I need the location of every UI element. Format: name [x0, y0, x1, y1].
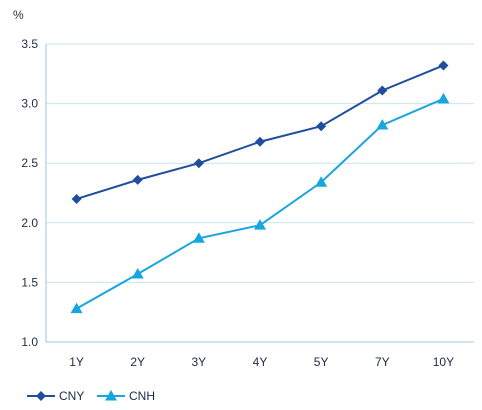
data-point-cny [438, 60, 449, 71]
series-cny [71, 60, 449, 204]
y-axis-ticks: 1.0 1.5 2.0 2.5 3.0 3.5 [21, 37, 38, 349]
y-axis-unit-label: % [13, 8, 24, 22]
x-tick-label: 7Y [375, 355, 390, 369]
x-tick-label: 4Y [253, 355, 268, 369]
data-point-cny [316, 121, 327, 132]
legend-item-cnh: CNH [97, 389, 155, 403]
data-point-cnh [376, 119, 389, 130]
x-axis: 1Y 2Y 3Y 4Y 5Y 7Y 10Y [45, 44, 474, 369]
series-line-cny [76, 64, 444, 200]
x-tick-label: 5Y [314, 355, 329, 369]
series-line-cnh [76, 97, 444, 310]
data-point-cny [255, 136, 265, 147]
data-point-cny [377, 85, 388, 96]
data-point-cnh [254, 219, 266, 230]
data-point-cny [193, 158, 204, 169]
legend-marker-cnh [105, 390, 117, 401]
y-tick-label: 2.0 [21, 216, 38, 230]
y-tick-label: 1.5 [21, 275, 38, 289]
x-tick-label: 3Y [192, 355, 207, 369]
gridlines [46, 43, 474, 343]
series-cnh [70, 92, 450, 314]
y-tick-label: 3.0 [21, 97, 38, 111]
legend: CNY CNH [27, 389, 155, 403]
data-point-cny [132, 174, 143, 185]
legend-label-cny: CNY [59, 389, 84, 403]
legend-item-cny: CNY [27, 389, 84, 403]
legend-marker-cny [36, 391, 46, 401]
x-tick-label: 1Y [69, 355, 84, 369]
legend-label-cnh: CNH [129, 389, 155, 403]
x-tick-label: 10Y [433, 355, 454, 369]
data-point-cny [71, 193, 82, 204]
data-point-cnh [70, 302, 83, 314]
y-tick-label: 3.5 [21, 37, 38, 51]
x-tick-label: 2Y [130, 355, 145, 369]
y-tick-label: 2.5 [21, 156, 38, 170]
data-point-cnh [192, 232, 205, 243]
data-point-cnh [131, 268, 144, 279]
y-tick-label: 1.0 [21, 335, 38, 349]
data-point-cnh [315, 176, 328, 187]
series-group [70, 60, 450, 314]
data-point-cnh [437, 92, 450, 104]
